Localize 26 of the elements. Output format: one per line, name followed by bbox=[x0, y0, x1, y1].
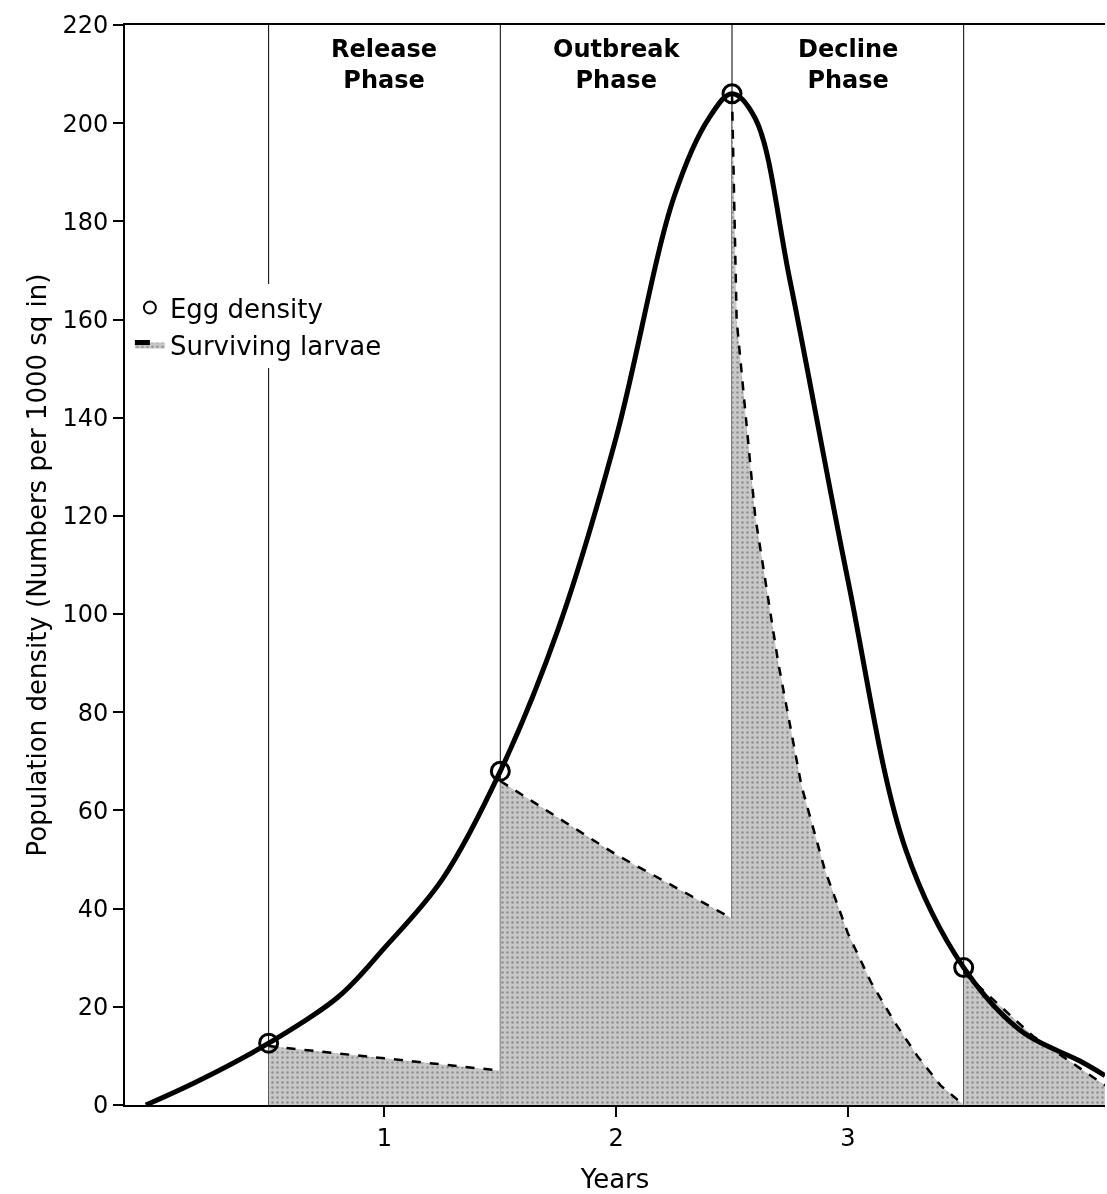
y-tick-label: 180 bbox=[62, 207, 109, 236]
point bbox=[953, 957, 975, 979]
point bbox=[489, 760, 511, 782]
y-tick-label: 0 bbox=[92, 1091, 109, 1120]
y-tick-label: 40 bbox=[77, 895, 109, 924]
y-tick-label: 20 bbox=[77, 993, 109, 1022]
y-tick-label: 140 bbox=[62, 404, 109, 433]
legend-label: Surviving larvae bbox=[169, 330, 382, 361]
annotation: Outbreak Phase bbox=[553, 35, 681, 95]
x-tick-label: 1 bbox=[376, 1123, 393, 1152]
y-tick-label: 80 bbox=[77, 698, 109, 727]
y-tick-label: 160 bbox=[62, 305, 109, 334]
y-tick-label: 220 bbox=[62, 11, 109, 40]
x-tick-label: 3 bbox=[840, 1123, 856, 1152]
x-axis-title: Years bbox=[579, 1164, 650, 1194]
y-tick-label: 200 bbox=[62, 109, 109, 138]
annotation: Release Phase bbox=[331, 35, 438, 95]
y-tick-label: 120 bbox=[62, 502, 109, 531]
annotation: Decline Phase bbox=[798, 35, 899, 95]
legend-label: Egg density bbox=[169, 293, 323, 324]
y-tick-label: 60 bbox=[77, 796, 109, 825]
point bbox=[258, 1032, 280, 1054]
y-tick-label: 100 bbox=[62, 600, 109, 629]
x-tick-label: 2 bbox=[608, 1123, 624, 1152]
point bbox=[721, 83, 743, 105]
y-axis-title: Population density (Numbers per 1000 sq in) bbox=[22, 273, 53, 857]
